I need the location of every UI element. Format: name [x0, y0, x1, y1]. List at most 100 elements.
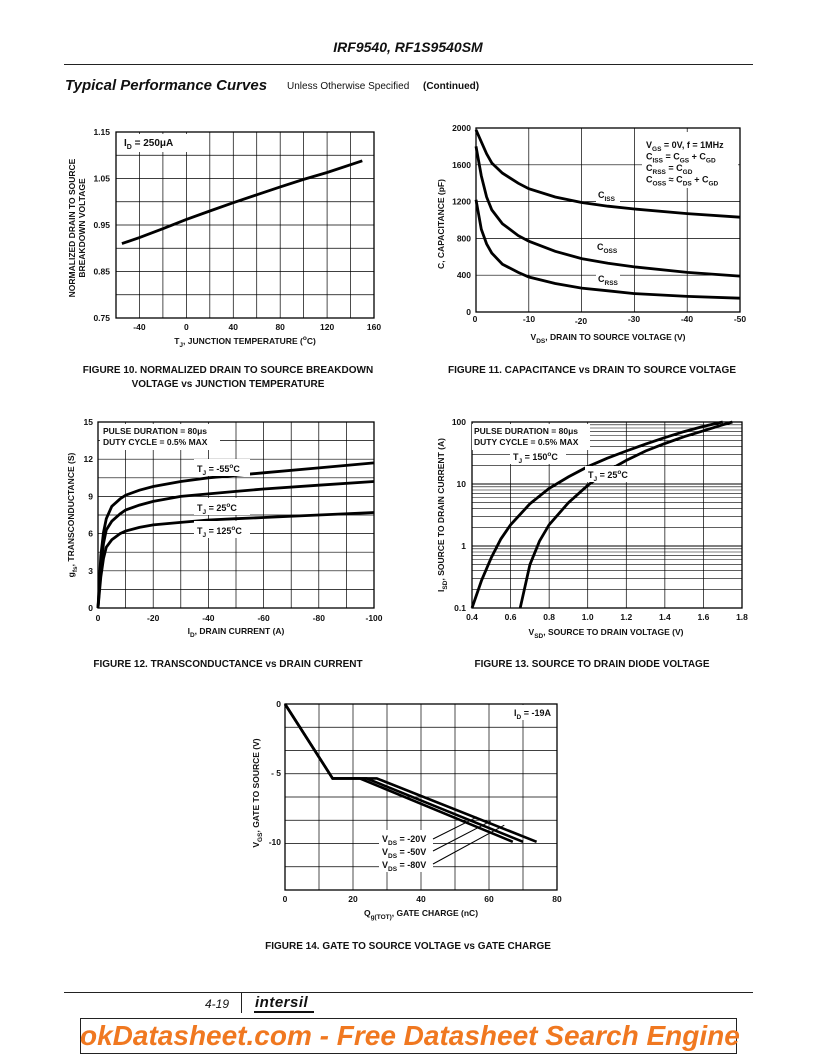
figure-11-xtick: -40 — [681, 314, 694, 324]
figure-13-xtick: 1.0 — [582, 612, 594, 622]
intersil-logo-underline — [254, 1011, 314, 1013]
datasheet-banner-link[interactable]: okDatasheet.com - Free Datasheet Search … — [80, 1020, 740, 1051]
figure-12-note-2: DUTY CYCLE = 0.5% MAX — [103, 437, 208, 447]
figure-14-ylabel: VGS, GATE TO SOURCE (V) — [251, 738, 264, 847]
figure-10-xtick: 120 — [320, 322, 334, 332]
figure-13-ytick: 100 — [452, 417, 466, 427]
figure-13-ytick: 0.1 — [454, 603, 466, 613]
footer-rule — [64, 992, 753, 993]
figure-12-caption: FIGURE 12. TRANSCONDUCTANCE vs DRAIN CUR… — [93, 659, 363, 670]
figure-11-xtick: -20 — [575, 316, 588, 326]
figure-11-ytick: 0 — [466, 307, 471, 317]
figure-11-curve-label: COSS — [597, 242, 618, 255]
figure-11-xtick: 0 — [473, 314, 478, 324]
figure-13-chart: PULSE DURATION = 80μs DUTY CYCLE = 0.5% … — [436, 417, 748, 640]
figure-11-legend-line: VGS = 0V, f = 1MHz — [646, 140, 724, 153]
figure-12-ytick: 15 — [84, 417, 94, 427]
figure-12-curve-125 — [96, 511, 375, 609]
figure-14-caption: FIGURE 14. GATE TO SOURCE VOLTAGE vs GAT… — [265, 941, 551, 952]
figure-11-curve-label: CRSS — [598, 274, 619, 287]
figure-14-curve-label: VDS = -50V — [382, 847, 426, 860]
figure-14-xtick: 20 — [348, 894, 358, 904]
figure-10-ytick: 0.85 — [93, 267, 110, 277]
figure-14-ytick: 0 — [276, 699, 281, 709]
figure-11-legend-line: CRSS = CGD — [646, 163, 693, 176]
figure-11-curve-ciss — [474, 129, 741, 219]
figure-10-xtick: 80 — [275, 322, 285, 332]
figure-13-xtick: 1.2 — [620, 612, 632, 622]
figure-12-chart: PULSE DURATION = 80μs DUTY CYCLE = 0.5% … — [66, 417, 383, 639]
figure-11-legend-bg — [642, 132, 738, 188]
figure-11-curve-crss — [474, 199, 741, 300]
figure-10-xtick: 40 — [229, 322, 239, 332]
figure-11-caption: FIGURE 11. CAPACITANCE vs DRAIN TO SOURC… — [448, 365, 736, 376]
figure-13-ylabel: ISD, SOURCE TO DRAIN CURRENT (A) — [436, 438, 449, 592]
figure-14-leader — [432, 820, 491, 852]
figure-12-curve-label: TJ = 25oC — [197, 502, 237, 516]
banner-frame — [80, 1018, 737, 1054]
figure-12-ytick: 3 — [88, 566, 93, 576]
header-rule — [64, 64, 753, 65]
figure-14-ytick: -10 — [269, 837, 282, 847]
figure-12-ytick: 12 — [84, 454, 94, 464]
figure-14-xtick: 60 — [484, 894, 494, 904]
figure-11-ylabel: C, CAPACITANCE (pF) — [436, 179, 446, 269]
figure-11-curve-label: CISS — [598, 190, 616, 203]
figure-13-xtick: 0.6 — [505, 612, 517, 622]
figure-10-grid — [116, 132, 374, 318]
figure-14-curve-label: VDS = -80V — [382, 860, 426, 873]
figure-11-legend-line: COSS ≈ CDS + CGD — [646, 175, 719, 188]
figure-10-annot-bg — [120, 134, 195, 152]
figure-13-xtick: 1.6 — [698, 612, 710, 622]
figure-11-ytick: 2000 — [452, 123, 471, 133]
header-title: IRF9540, RF1S9540SM — [333, 39, 483, 55]
figure-11-legend-line: CISS = CGS + CGD — [646, 152, 716, 165]
figure-13-caption: FIGURE 13. SOURCE TO DRAIN DIODE VOLTAGE — [474, 659, 710, 670]
figure-13-note-1: PULSE DURATION = 80μs — [474, 426, 578, 436]
figure-11-frame — [475, 127, 741, 313]
figure-13-curve-label: TJ = 25oC — [588, 469, 628, 483]
page-number: 4-19 — [205, 997, 230, 1011]
figure-13-ytick: 10 — [457, 479, 467, 489]
figure-10-curve — [121, 159, 363, 245]
figure-13-curve-150 — [470, 420, 724, 609]
figure-13-note-bg — [472, 424, 590, 450]
figure-14-curve-label: VDS = -20V — [382, 834, 426, 847]
figure-11-xtick: -10 — [523, 314, 536, 324]
figure-13-xtick: 0.4 — [466, 612, 478, 622]
figure-14-leader — [432, 816, 478, 840]
figure-12-ylabel: gfs, TRANSCONDUCTANCE (S) — [66, 453, 79, 578]
figure-10-ytick: 1.15 — [93, 127, 110, 137]
figure-11-ytick: 1200 — [452, 197, 471, 207]
figure-14-ytick: - 5 — [271, 768, 281, 778]
figure-13-xlabel: VSD, SOURCE TO DRAIN VOLTAGE (V) — [529, 627, 684, 640]
section-subtitle: Unless Otherwise Specified — [287, 81, 410, 92]
figure-14-annotation: ID = -19A — [514, 708, 551, 721]
figure-11-curve-coss — [474, 146, 741, 278]
figure-13-xtick: 1.8 — [736, 612, 748, 622]
footer-separator — [241, 993, 242, 1013]
figure-11-xtick: -30 — [628, 314, 641, 324]
figure-11-ytick: 800 — [457, 233, 471, 243]
section-title: Typical Performance Curves — [65, 77, 268, 94]
figure-10-xtick: 160 — [367, 322, 381, 332]
section-continued: (Continued) — [423, 81, 480, 92]
figure-12-xtick: -80 — [313, 613, 326, 623]
figure-14-annot-bg — [511, 705, 555, 720]
figure-13-xtick: 1.4 — [659, 612, 671, 622]
figure-12-ytick: 9 — [88, 491, 93, 501]
figure-14-leader — [432, 824, 505, 865]
figure-12-xtick: -60 — [257, 613, 270, 623]
figure-12-curve-label: TJ = 125oC — [197, 525, 242, 539]
figure-12-note-1: PULSE DURATION = 80μs — [103, 426, 207, 436]
figure-10-chart: ID = 250μA 1.15 1.05 0.95 0.85 0.75 -40 0 40 80… — [67, 127, 381, 349]
figure-11-xtick: -50 — [734, 314, 747, 324]
figure-12-ytick: 0 — [88, 603, 93, 613]
figure-10-xtick: 0 — [184, 322, 189, 332]
figure-14-frame — [284, 703, 558, 891]
figure-12-ytick: 6 — [88, 529, 93, 539]
figure-12-curve-label: TJ = -55oC — [197, 463, 240, 477]
figure-10-xlabel: TJ, JUNCTION TEMPERATURE (oC) — [174, 335, 316, 349]
figure-12-xtick: -100 — [365, 613, 382, 623]
